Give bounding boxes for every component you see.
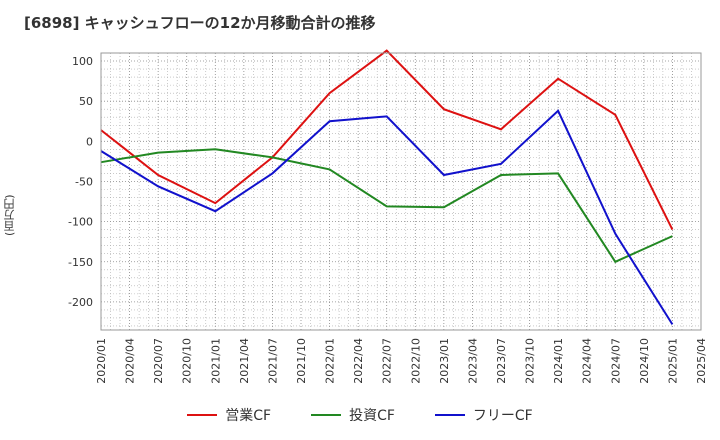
- series-line: [100, 49, 674, 231]
- x-tick-label: 2022/07: [381, 338, 394, 384]
- legend-item: 投資CF: [311, 405, 395, 425]
- legend-item: フリーCF: [434, 405, 533, 425]
- x-tick-label: 2020/01: [95, 338, 108, 384]
- y-tick-label: -100: [68, 216, 93, 229]
- y-tick-label: 50: [79, 95, 93, 108]
- series-lines: [100, 49, 674, 325]
- x-tick-label: 2020/10: [181, 338, 194, 384]
- legend-swatch: [434, 414, 465, 416]
- x-tick-label: 2023/07: [495, 338, 508, 384]
- x-tick-label: 2020/07: [152, 338, 165, 384]
- x-tick-label: 2021/01: [209, 338, 222, 384]
- x-tick-label: 2021/10: [295, 338, 308, 384]
- plot-frame: [100, 52, 702, 331]
- x-tick-label: 2022/04: [352, 338, 365, 384]
- x-tick-label: 2022/10: [409, 338, 422, 384]
- legend-item: 営業CF: [187, 405, 271, 425]
- x-tick-label: 2022/01: [324, 338, 337, 384]
- x-tick-label: 2023/04: [466, 338, 479, 384]
- x-tick-labels: 2020/01 2020/04 2020/07 2020/10 2021/01 2021/…: [95, 338, 708, 384]
- chart-title: [6898] キャッシュフローの12か月移動合計の推移: [24, 14, 376, 32]
- x-tick-label: 2021/04: [238, 338, 251, 384]
- y-tick-label: -50: [75, 175, 93, 188]
- y-tick-label: -150: [68, 256, 93, 269]
- legend-label: フリーCF: [472, 408, 533, 424]
- x-tick-label: 2024/01: [552, 338, 565, 384]
- legend-swatch: [311, 414, 342, 416]
- x-tick-label: 2021/07: [266, 338, 279, 384]
- legend-label: 投資CF: [349, 408, 395, 424]
- x-tick-label: 2023/10: [524, 338, 537, 384]
- y-tick-label: -200: [68, 296, 93, 309]
- y-tick-labels: 100 50 0 -50 -100 -150 -200: [68, 55, 93, 309]
- series-line: [100, 148, 673, 264]
- legend-label: 営業CF: [225, 408, 272, 424]
- x-tick-label: 2024/10: [638, 338, 651, 384]
- series-line: [100, 109, 674, 325]
- x-tick-label: 2024/04: [581, 338, 594, 384]
- legend-swatch: [187, 414, 218, 416]
- y-tick-label: 100: [72, 55, 93, 68]
- y-tick-label: 0: [86, 135, 93, 148]
- x-tick-label: 2024/07: [609, 338, 622, 384]
- x-tick-label: 2025/01: [666, 338, 679, 384]
- x-tick-label: 2020/04: [124, 338, 137, 384]
- x-tick-label: 2025/04: [695, 338, 708, 384]
- legend: 営業CF 投資CF フリーCF: [0, 400, 720, 430]
- x-tick-label: 2023/01: [438, 338, 451, 384]
